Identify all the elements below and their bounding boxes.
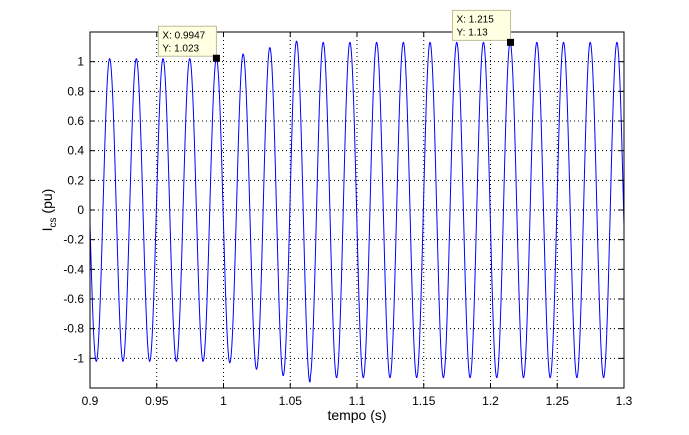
y-tick-label: -0.8 [63, 322, 84, 336]
y-tick-label: -0.6 [63, 292, 84, 306]
y-axis-title-sub: cs [48, 217, 59, 227]
y-axis-title-unit: (pu) [39, 189, 55, 218]
datatips: X: 0.9947 Y: 1.023 X: 1.215 Y: 1.13 [157, 9, 515, 62]
y-tick-label: -1 [73, 351, 84, 365]
datatip-x-label: X: 0.9947 [162, 30, 205, 41]
y-tick-label: 0.6 [67, 114, 84, 128]
x-axis-title: tempo (s) [327, 407, 386, 423]
series-line [89, 40, 625, 383]
y-tick-label: 0.2 [67, 173, 84, 187]
y-tick-label: -0.4 [63, 262, 84, 276]
datatip-box [452, 9, 512, 41]
series-group [89, 40, 625, 383]
x-tick-label: 0.9 [82, 394, 99, 408]
y-axis-title-main: I [39, 227, 55, 231]
datatip-x-label: X: 1.215 [457, 14, 495, 25]
datatip[interactable]: X: 0.9947 Y: 1.023 [157, 25, 220, 62]
y-tick-label: 1 [77, 55, 84, 69]
x-tick-label: 1.2 [482, 394, 499, 408]
y-tick-label: 0 [77, 203, 84, 217]
y-tick-label: 0.4 [67, 144, 84, 158]
axis-ticks: 0.9 0.95 1 1.05 1.1 1.15 1.2 1.25 1.3 -1 -0.8 -0.6 -… [63, 32, 633, 408]
y-tick-label: 0.8 [67, 84, 84, 98]
y-axis-title: Ics (pu) [39, 189, 59, 232]
x-tick-label: 0.95 [145, 394, 169, 408]
x-tick-label: 1.05 [279, 394, 303, 408]
datatip-marker[interactable] [507, 38, 515, 46]
x-tick-label: 1.3 [616, 394, 633, 408]
datatip-box [157, 25, 217, 57]
x-tick-label: 1.1 [349, 394, 366, 408]
datatip[interactable]: X: 1.215 Y: 1.13 [452, 9, 515, 46]
x-tick-label: 1 [220, 394, 227, 408]
y-tick-label: -0.2 [63, 233, 84, 247]
datatip-marker[interactable] [212, 54, 220, 62]
x-tick-label: 1.25 [546, 394, 570, 408]
datatip-y-label: Y: 1.13 [457, 27, 489, 38]
datatip-y-label: Y: 1.023 [162, 43, 199, 54]
x-tick-label: 1.15 [412, 394, 436, 408]
